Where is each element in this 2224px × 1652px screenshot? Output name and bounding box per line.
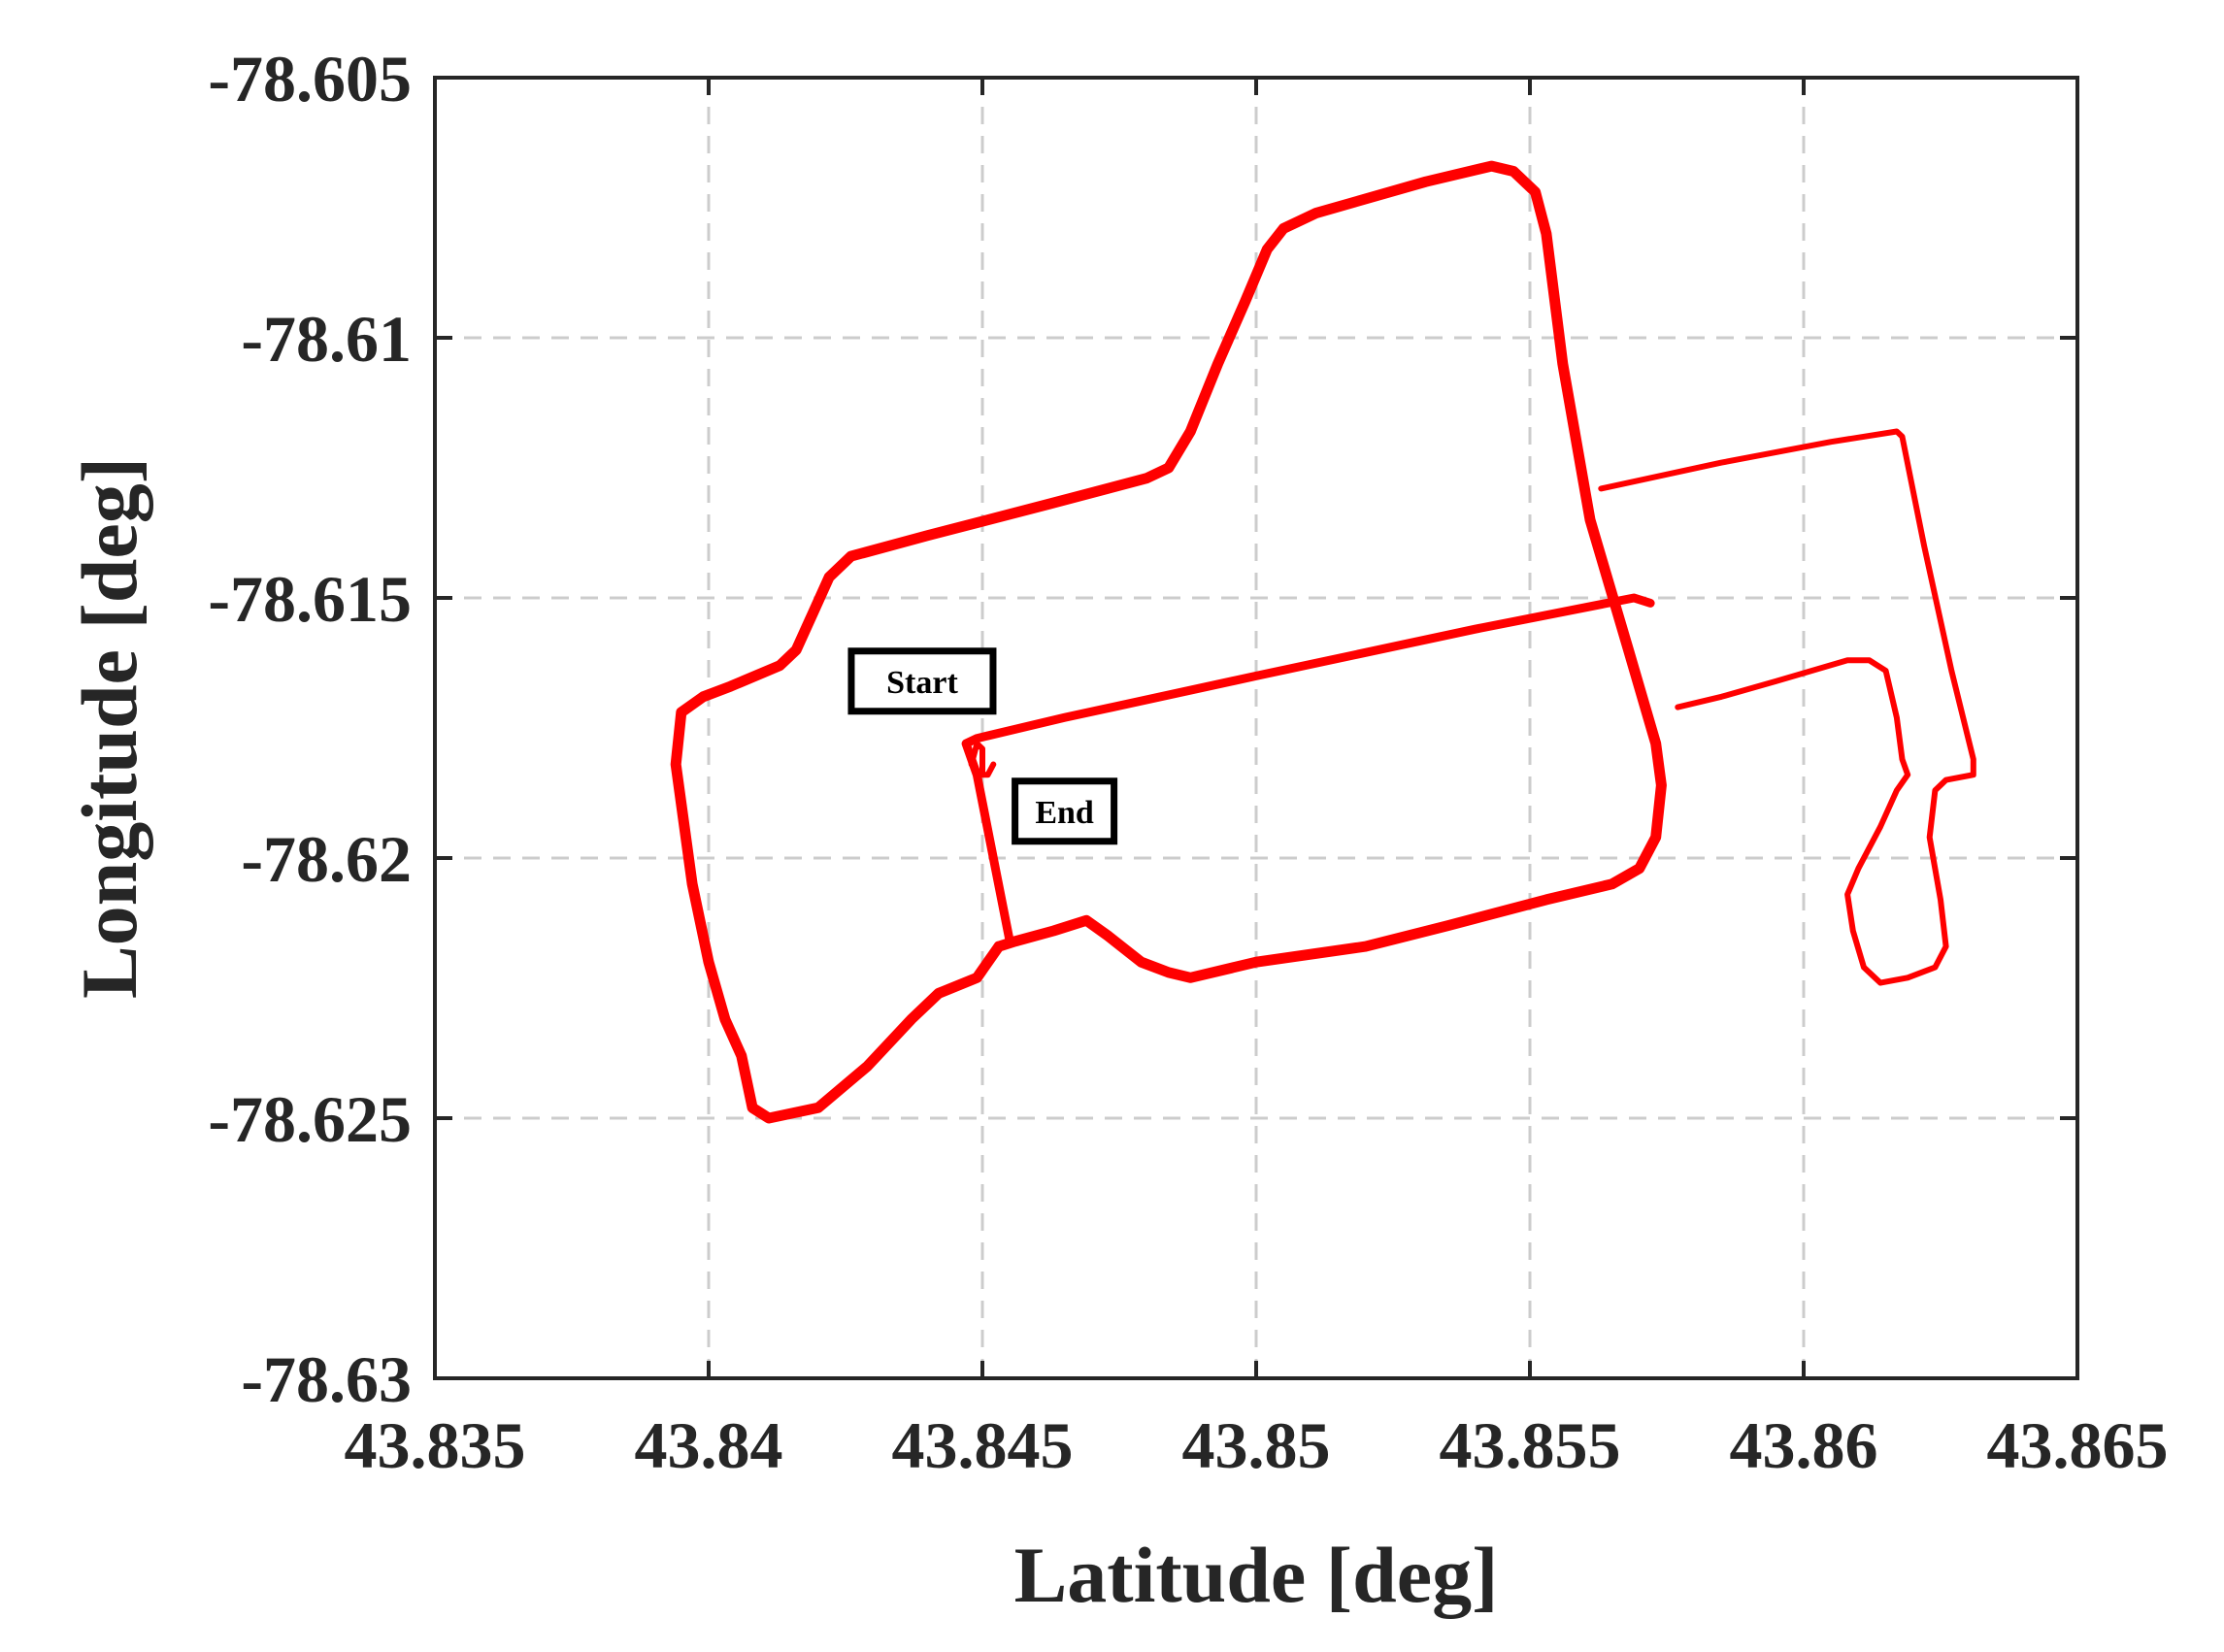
y-tick-label: -78.63 bbox=[241, 1342, 412, 1416]
track-segment-3 bbox=[968, 741, 997, 778]
y-tick-label: -78.62 bbox=[241, 822, 412, 896]
x-tick-label: 43.86 bbox=[1730, 1408, 1878, 1482]
x-tick-label: 43.85 bbox=[1182, 1408, 1331, 1482]
track-segment-1 bbox=[670, 160, 1667, 1124]
y-tick-label: -78.615 bbox=[208, 562, 412, 636]
x-tick-label: 43.855 bbox=[1440, 1408, 1621, 1482]
gps-track bbox=[670, 160, 1976, 1124]
track-segment-2 bbox=[961, 593, 1655, 946]
annotation-text: End bbox=[1035, 795, 1094, 831]
annotation-end: End bbox=[1012, 777, 1118, 845]
annotations: Start End bbox=[847, 647, 1118, 845]
x-tick-label: 43.865 bbox=[1987, 1408, 2169, 1482]
y-tick-label: -78.625 bbox=[208, 1082, 412, 1156]
track-segment-4 bbox=[1598, 428, 1976, 986]
y-tick-label: -78.61 bbox=[241, 302, 412, 376]
x-tick-label: 43.84 bbox=[635, 1408, 783, 1482]
y-axis-label: Longitude [deg] bbox=[65, 457, 153, 999]
annotation-box bbox=[1012, 777, 1118, 845]
x-axis-label: Latitude [deg] bbox=[1014, 1531, 1499, 1619]
annotation-start: Start bbox=[847, 647, 997, 715]
y-tick-label: -78.605 bbox=[208, 42, 412, 116]
x-tick-label: 43.835 bbox=[345, 1408, 526, 1482]
x-tick-label: 43.845 bbox=[892, 1408, 1074, 1482]
grid-lines bbox=[435, 78, 2077, 1378]
annotation-text: Start bbox=[886, 665, 958, 701]
annotation-box bbox=[847, 647, 997, 715]
axis-ticks: 43.835 43.84 43.845 43.85 43.855 43.86 43.865 -… bbox=[208, 42, 2168, 1482]
